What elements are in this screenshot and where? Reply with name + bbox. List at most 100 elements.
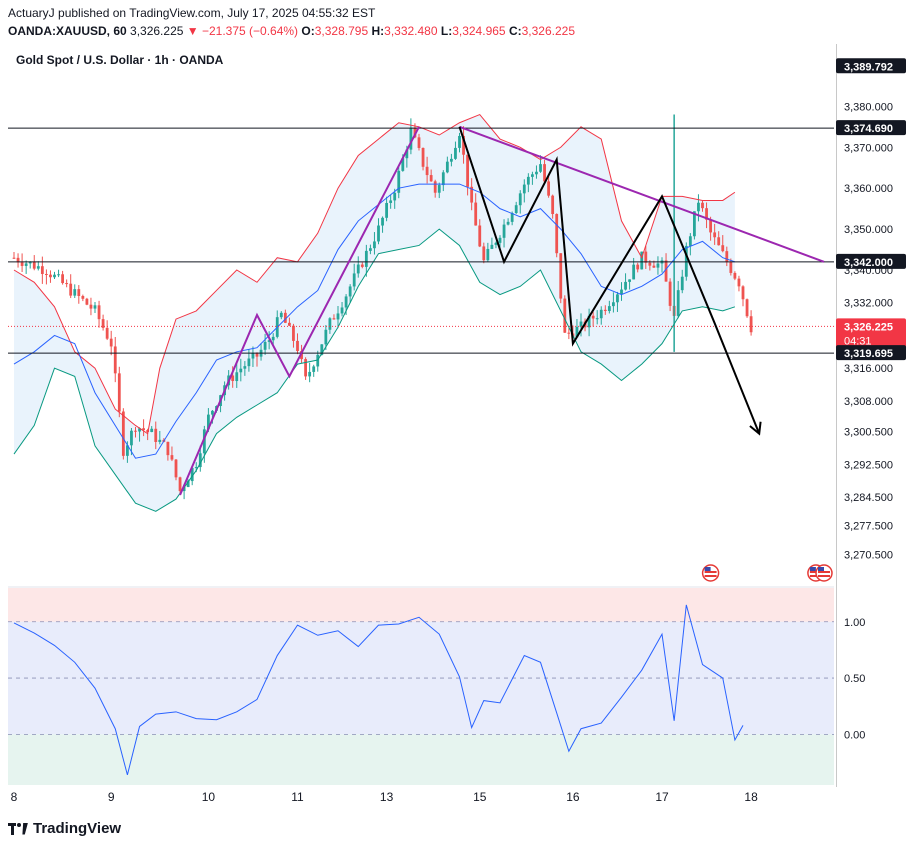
candle-body xyxy=(429,175,433,182)
candle-body xyxy=(688,236,692,246)
candle-body xyxy=(130,430,133,446)
arrow-head xyxy=(749,421,762,436)
rsi-line xyxy=(13,604,744,775)
candle-body xyxy=(603,309,607,312)
candle-body xyxy=(421,147,425,167)
tradingview-logo[interactable]: TradingView xyxy=(8,820,121,837)
candle-body xyxy=(12,257,16,259)
candle-body xyxy=(251,352,255,359)
flag-canton xyxy=(818,567,824,571)
candle-body xyxy=(381,217,384,226)
flag-canton xyxy=(704,567,711,571)
candle-body xyxy=(340,307,344,314)
candle-body xyxy=(142,428,145,431)
rsi-tick-label: 1.00 xyxy=(844,617,865,629)
candle-body xyxy=(312,366,316,372)
candle-body xyxy=(535,171,538,175)
price-axis-tick: 3,370.000 xyxy=(844,142,893,154)
candles-group xyxy=(12,118,753,500)
candle-body xyxy=(741,286,745,300)
candle-body xyxy=(65,283,69,285)
candle-body xyxy=(551,195,555,215)
open-label: O: xyxy=(301,24,315,38)
candle-body xyxy=(36,266,40,269)
candle-body xyxy=(510,213,514,222)
candle-body xyxy=(644,251,648,263)
candle-body xyxy=(296,340,299,352)
candle-body xyxy=(701,202,704,209)
time-axis-tick: 13 xyxy=(380,790,394,804)
candle-body xyxy=(198,453,202,468)
candle-body xyxy=(478,225,482,247)
candle-body xyxy=(721,245,725,252)
candle-body xyxy=(85,298,89,305)
candle-body xyxy=(73,289,77,296)
high-label: H: xyxy=(371,24,385,38)
candle-body xyxy=(725,251,729,263)
trend-annotation-line xyxy=(179,126,420,496)
candle-body xyxy=(101,319,105,328)
price-label-text: 3,389.792 xyxy=(844,61,893,73)
candle-body xyxy=(567,332,571,334)
candle-body xyxy=(348,286,352,297)
candle-body xyxy=(182,487,186,492)
candle-body xyxy=(154,428,158,442)
candle-body xyxy=(498,237,502,243)
price-label-text: 3,374.690 xyxy=(844,123,893,135)
candle-body xyxy=(450,158,453,162)
price-axis-tick: 3,316.000 xyxy=(844,363,893,375)
candle-body xyxy=(587,315,591,328)
candle-body xyxy=(466,154,469,187)
candle-body xyxy=(279,312,283,318)
bollinger-upper-line xyxy=(13,113,736,435)
low-label: L: xyxy=(440,24,453,38)
candle-body xyxy=(543,164,546,182)
candle-body xyxy=(158,439,162,442)
candle-body xyxy=(239,368,243,373)
price-axis-tick: 3,292.500 xyxy=(844,459,893,471)
candle-body xyxy=(328,318,332,330)
candle-body xyxy=(126,445,129,456)
candle-body xyxy=(61,274,64,284)
candle-body xyxy=(170,455,174,460)
candle-body xyxy=(166,441,170,456)
candle-body xyxy=(49,274,52,278)
candle-body xyxy=(150,428,154,432)
chart-title: Gold Spot / U.S. Dollar · 1h · OANDA xyxy=(16,53,224,67)
candle-body xyxy=(539,164,542,172)
chart-frame[interactable] xyxy=(6,44,837,787)
candle-body xyxy=(433,181,437,193)
candle-body xyxy=(624,281,627,290)
candle-body xyxy=(559,253,563,299)
candle-body xyxy=(271,336,275,341)
candle-body xyxy=(518,193,522,206)
time-axis-tick: 10 xyxy=(202,790,216,804)
candle-body xyxy=(531,174,534,177)
candle-body xyxy=(737,278,741,287)
candle-body xyxy=(336,313,340,320)
candle-body xyxy=(729,262,733,273)
price-axis-tick: 3,277.500 xyxy=(844,521,893,533)
candle-body xyxy=(425,166,429,176)
candle-body xyxy=(454,147,457,159)
time-axis-tick: 16 xyxy=(566,790,580,804)
candle-body xyxy=(595,318,599,320)
candle-body xyxy=(77,289,81,297)
candle-body xyxy=(680,276,684,291)
candle-body xyxy=(575,326,579,338)
candle-body xyxy=(105,327,109,339)
price-change: ▼ −21.375 (−0.64%) xyxy=(186,24,299,38)
price-axis-tick: 3,350.000 xyxy=(844,224,893,236)
candle-body xyxy=(591,315,595,319)
candle-body xyxy=(344,296,348,308)
candle-body xyxy=(445,161,449,173)
candle-body xyxy=(377,225,380,242)
candle-body xyxy=(494,242,498,245)
publish-header: ActuaryJ published on TradingView.com, J… xyxy=(8,4,575,40)
candle-body xyxy=(109,338,113,347)
candle-body xyxy=(555,214,559,254)
candle-body xyxy=(352,273,356,287)
candle-body xyxy=(28,261,32,264)
candle-body xyxy=(474,202,478,226)
